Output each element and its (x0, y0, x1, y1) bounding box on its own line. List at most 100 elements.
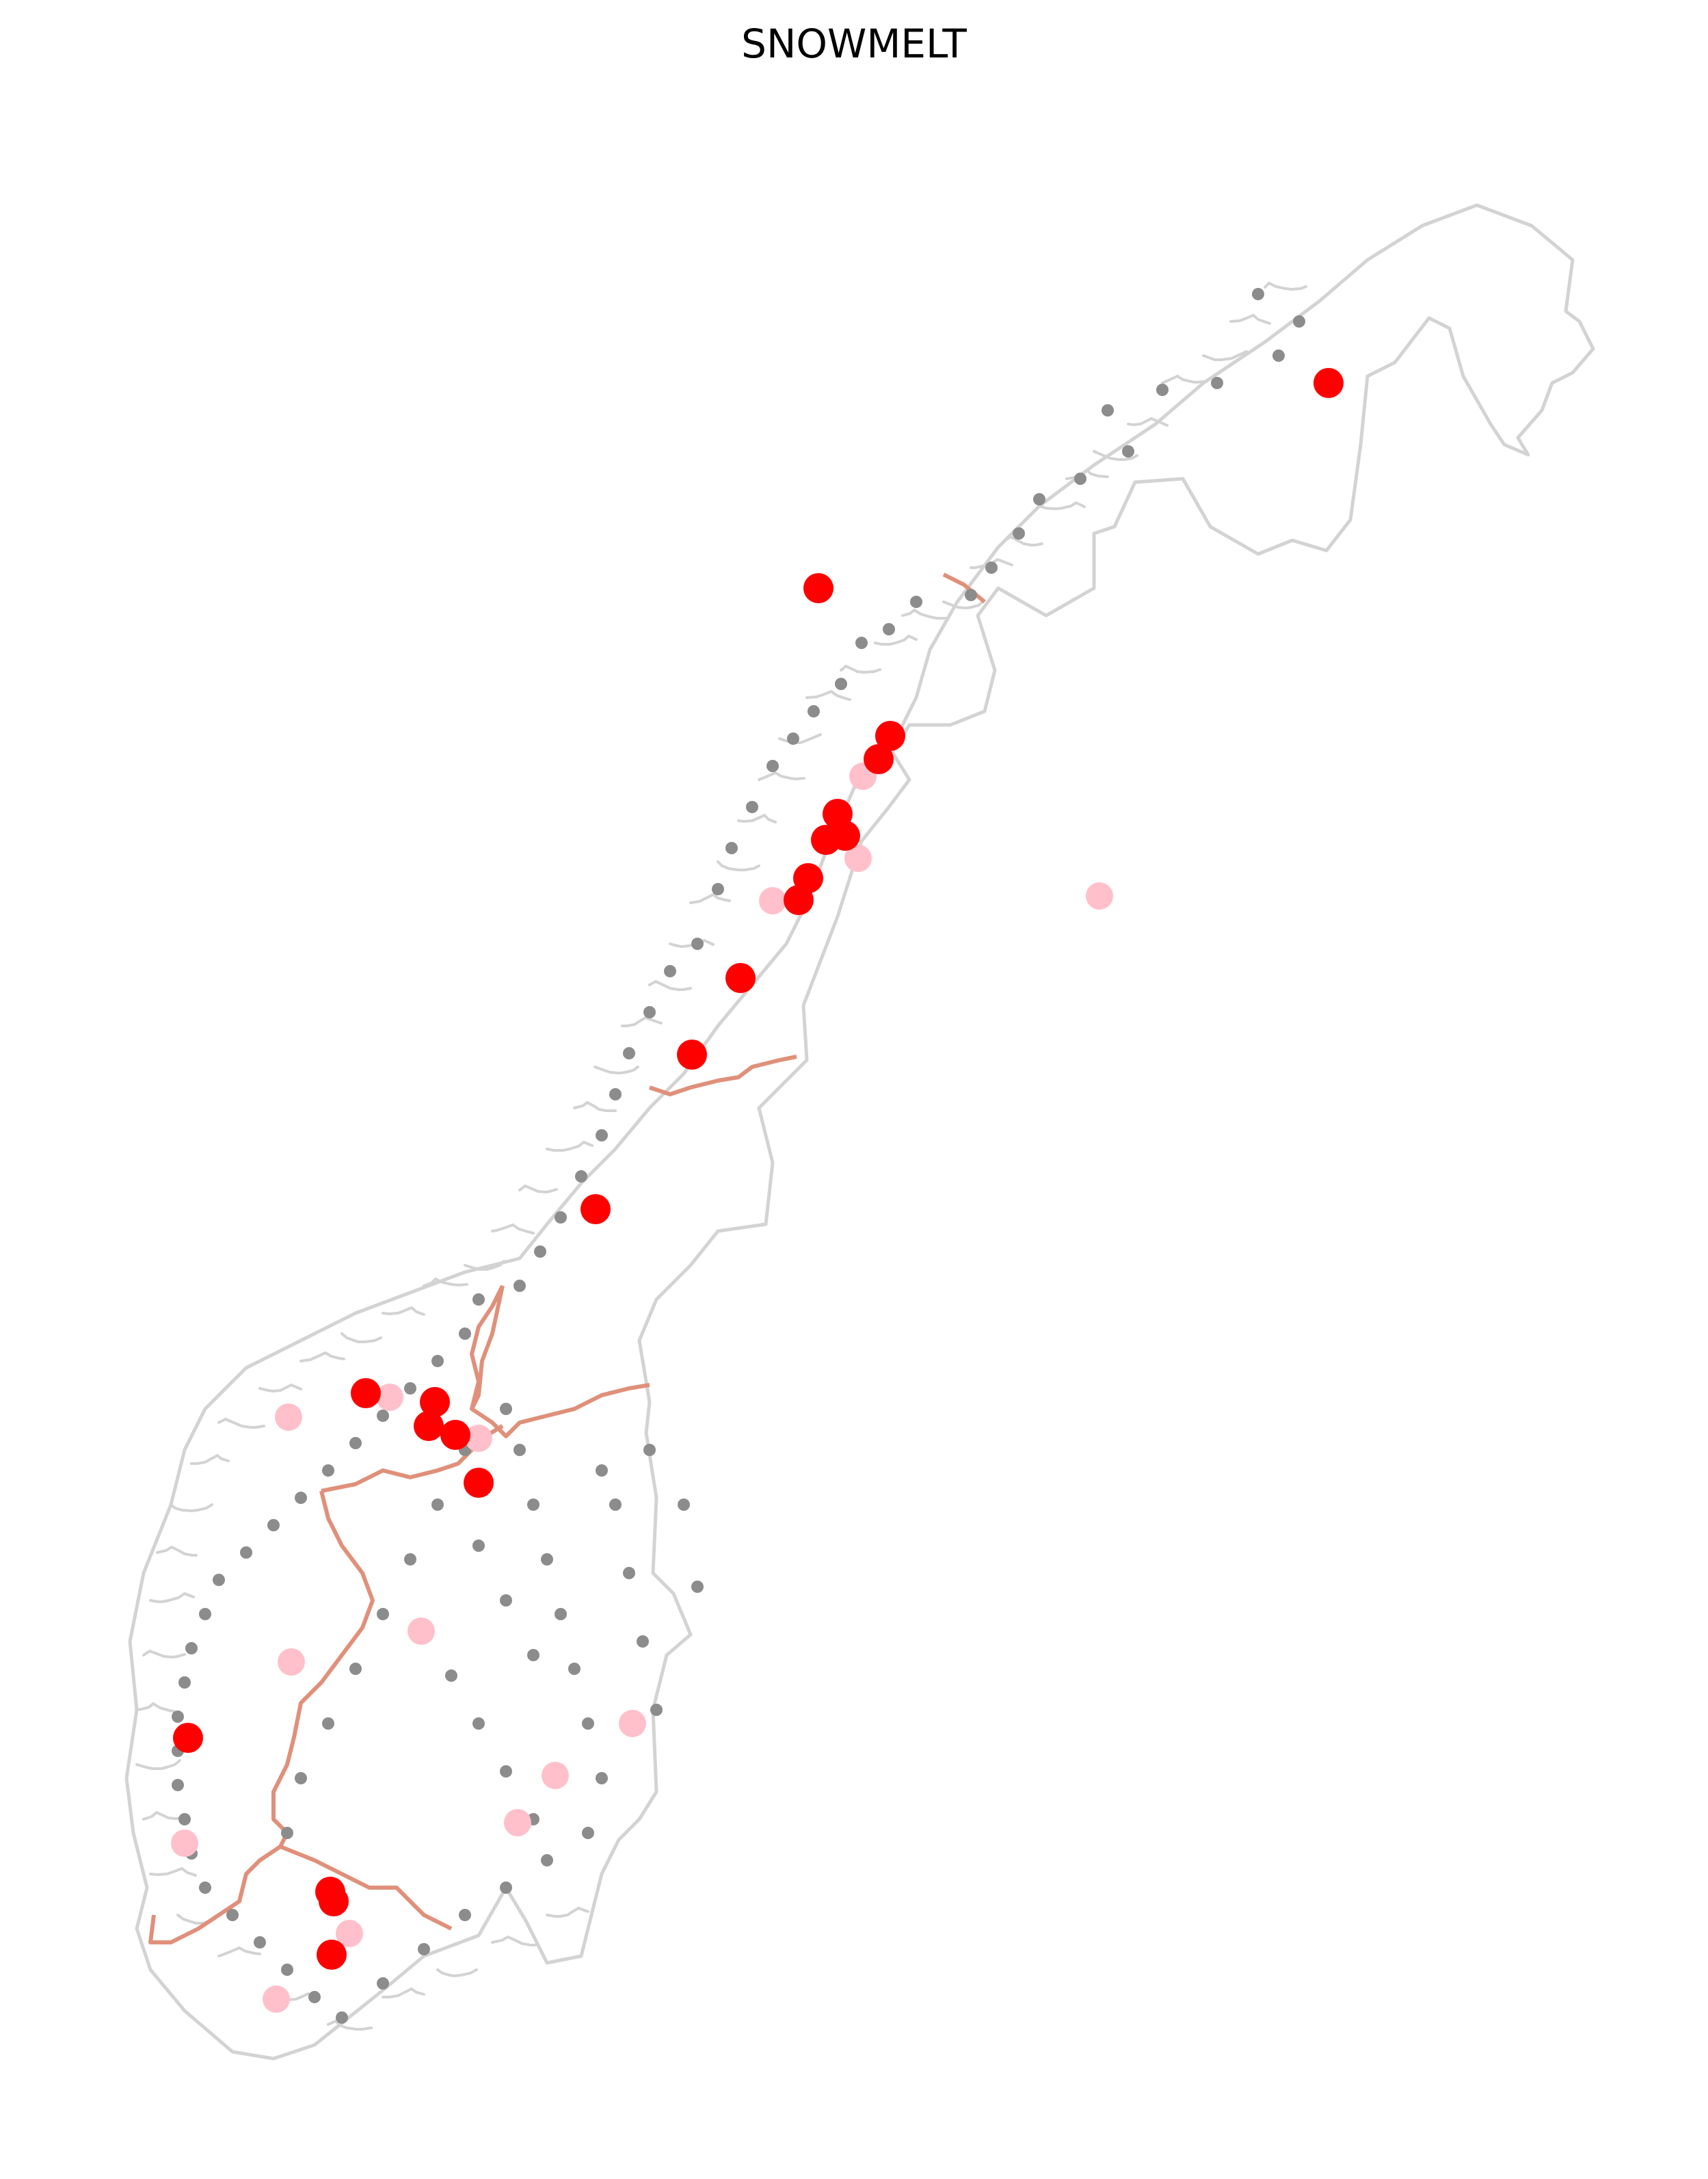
station-marker-minor (623, 1567, 635, 1579)
coastline-segment (546, 1906, 589, 1918)
station-marker-minor (500, 1881, 512, 1894)
station-marker-minor (527, 1498, 539, 1511)
coastline-segment (327, 2019, 373, 2031)
coastline-fjords (135, 281, 1307, 2031)
coastline-segment (648, 979, 692, 991)
station-marker-minor (555, 1608, 567, 1620)
station-marker-moderate (844, 845, 872, 872)
station-marker-strong (440, 1420, 470, 1450)
station-marker-minor (691, 1581, 704, 1593)
station-marker-minor (500, 1594, 512, 1607)
station-marker-minor (609, 1088, 622, 1100)
coastline-segment (341, 1332, 382, 1343)
coastline-segment (669, 938, 715, 949)
station-marker-minor (178, 1676, 191, 1689)
station-marker-minor (643, 1006, 656, 1018)
station-marker-strong (725, 963, 756, 993)
station-marker-minor (541, 1854, 553, 1866)
station-marker-strong (173, 1723, 203, 1753)
station-marker-moderate (619, 1710, 646, 1737)
station-marker-strong (414, 1411, 444, 1441)
station-marker-minor (500, 1403, 512, 1415)
coastline-segment (805, 689, 851, 701)
station-marker-minor (746, 801, 758, 813)
station-marker-strong (581, 1194, 611, 1224)
station-marker-minor (459, 1909, 471, 1921)
station-marker-minor (1252, 288, 1264, 300)
station-marker-minor (596, 1129, 608, 1141)
coastline-segment (190, 1453, 230, 1465)
station-marker-minor (582, 1717, 594, 1730)
region-border-line (942, 572, 986, 604)
station-marker-minor (1013, 527, 1025, 540)
station-marker-minor (336, 2011, 348, 2024)
coastline-segment (217, 1946, 261, 1957)
station-marker-strong (319, 1886, 349, 1916)
station-marker-minor (377, 1410, 389, 1422)
station-marker-minor (377, 1977, 389, 1990)
coastline-segment (901, 608, 947, 620)
station-marker-minor (575, 1170, 587, 1183)
station-marker-minor (808, 705, 820, 717)
station-marker-moderate (759, 887, 786, 914)
station-marker-minor (472, 1293, 485, 1306)
station-marker-minor (281, 1964, 293, 1976)
coastline-segment (149, 1866, 197, 1877)
station-marker-minor (172, 1711, 184, 1723)
coastline-segment (142, 1810, 186, 1821)
station-marker-minor (1211, 377, 1223, 389)
coastline-segment (717, 860, 760, 871)
coastline-segment (135, 1759, 181, 1770)
station-marker-minor (609, 1498, 622, 1511)
station-marker-minor (172, 1779, 184, 1791)
station-marker-minor (691, 938, 704, 950)
coastline-segment (142, 1649, 186, 1659)
coastline-segment (1004, 535, 1043, 546)
station-marker-minor (513, 1280, 526, 1292)
coastline-segment (840, 664, 881, 674)
station-marker-minor (725, 842, 738, 854)
station-marker-minor (308, 1991, 321, 2003)
station-marker-minor (199, 1881, 211, 1894)
coastline-segment (1065, 468, 1109, 480)
station-marker-strong (351, 1378, 381, 1408)
region-border-line (470, 1284, 505, 1410)
station-marker-minor (267, 1519, 280, 1531)
station-marker-minor (349, 1663, 362, 1675)
region-border-line (649, 1055, 797, 1096)
station-marker-minor (295, 1492, 307, 1504)
coastline-segment (737, 813, 777, 823)
station-marker-minor (985, 562, 998, 574)
station-marker-minor (240, 1546, 252, 1559)
coastline-segment (546, 1140, 593, 1152)
station-marker-minor (404, 1382, 416, 1395)
station-marker-minor (534, 1245, 546, 1258)
coastline-segment (1127, 417, 1169, 427)
station-marker-strong (830, 821, 860, 851)
coastline-segment (436, 1968, 478, 1978)
map-title: SNOWMELT (741, 21, 967, 67)
station-marker-minor (555, 1211, 567, 1224)
station-marker-moderate (408, 1617, 435, 1645)
station-marker-strong (317, 1940, 347, 1970)
station-marker-minor (1293, 315, 1305, 328)
region-border-line (148, 1490, 375, 1944)
station-marker-minor (568, 1663, 581, 1675)
coastline-segment (874, 634, 918, 646)
station-layer-strong (173, 368, 1344, 1970)
station-marker-minor (500, 1765, 512, 1778)
station-marker-minor (472, 1540, 485, 1552)
station-marker-minor (965, 589, 977, 601)
station-marker-minor (472, 1717, 485, 1730)
station-marker-minor (349, 1437, 362, 1449)
station-marker-minor (835, 678, 847, 690)
coastline-segment (423, 1277, 468, 1287)
coastline-segment (1093, 450, 1138, 461)
station-marker-minor (910, 596, 922, 608)
station-marker-minor (1033, 493, 1045, 505)
station-marker-minor (1156, 384, 1169, 396)
coastline-segment (491, 1935, 537, 1946)
country-outline-path (124, 203, 1595, 2061)
country-outline (124, 203, 1595, 2061)
